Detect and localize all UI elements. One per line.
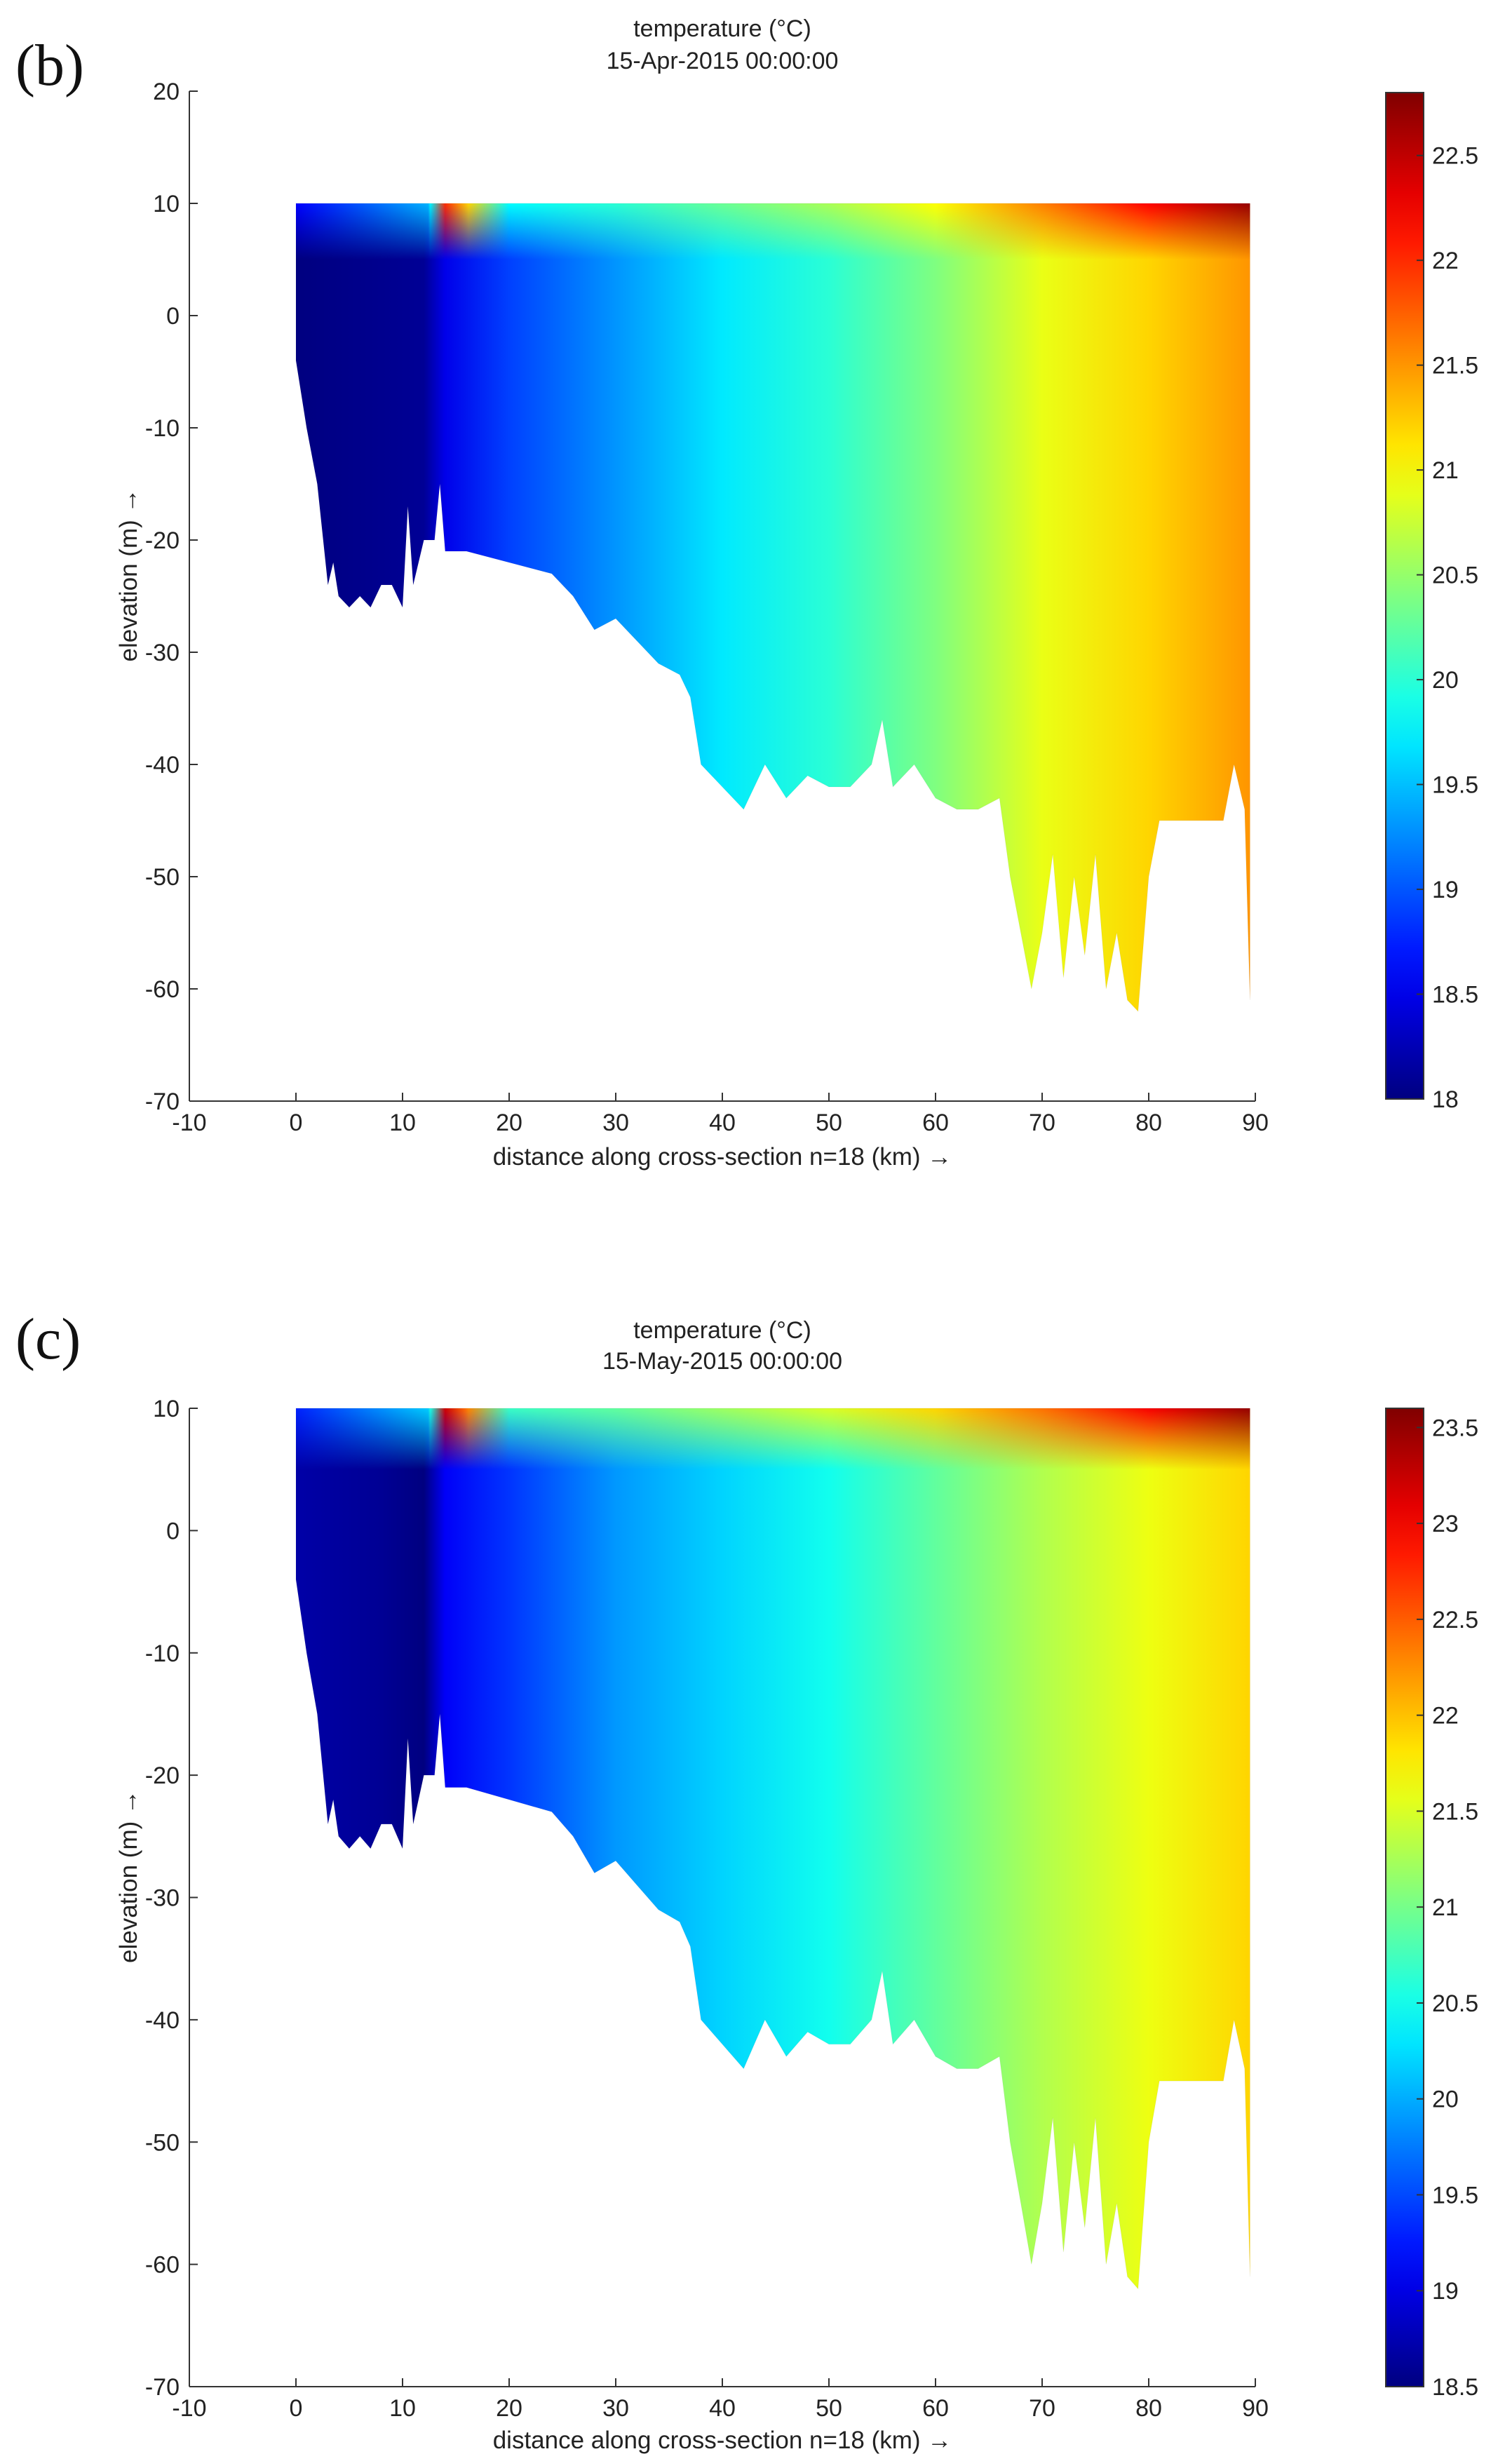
x-tick-label: 50: [816, 1110, 842, 1136]
colorbar-tick-label: 18: [1432, 1086, 1459, 1113]
chart-title: temperature (°C): [633, 15, 811, 42]
chart-svg-c: temperature (°C) 15-May-2015 00:00:00 -10 0…: [115, 1317, 1478, 2454]
y-tick-label: 10: [153, 1396, 180, 1422]
x-tick-label: -10: [172, 2395, 206, 2422]
y-tick-label: -60: [145, 976, 180, 1003]
colorbar-tick-label: 20.5: [1432, 1990, 1478, 2017]
panel-b: (b) temperature (°C) 15-Apr-2015 00:00:00…: [0, 0, 1512, 1192]
x-tick-label: 10: [389, 2395, 416, 2422]
y-axis-label: elevation (m) →: [115, 1790, 142, 1963]
colorbar-tick-label: 22.5: [1432, 143, 1478, 170]
surface-warm-layer: [296, 203, 1250, 259]
y-tick-label: -70: [145, 1088, 180, 1115]
y-axis-label: elevation (m) →: [115, 488, 142, 661]
colorbar-tick-label: 21.5: [1432, 1798, 1478, 1825]
colorbar-tick-label: 19: [1432, 877, 1459, 903]
colorbar: [1385, 1408, 1424, 2387]
y-tick-label: -20: [145, 1762, 180, 1789]
temperature-field: [296, 203, 1250, 1011]
y-tick-label: -10: [145, 415, 180, 442]
y-tick-label: -60: [145, 2252, 180, 2279]
x-tick-label: 60: [922, 1110, 949, 1136]
x-axis-label: distance along cross-section n=18 (km) →: [493, 2427, 952, 2454]
x-tick-label: 20: [496, 1110, 522, 1136]
x-tick-label: 40: [709, 1110, 736, 1136]
temperature-body: [296, 1408, 1250, 2289]
bathymetry-outline: [295, 203, 1250, 1013]
x-tick-label: 80: [1135, 2395, 1162, 2422]
panel-label: (b): [15, 33, 84, 98]
x-tick-label: 70: [1029, 1110, 1055, 1136]
x-tick-label: 90: [1242, 2395, 1269, 2422]
colorbar: [1385, 92, 1424, 1100]
x-tick-label: 10: [389, 1110, 416, 1136]
y-tick-label: -20: [145, 527, 180, 554]
colorbar-tick-label: 19: [1432, 2278, 1459, 2305]
y-tick-label: 10: [153, 191, 180, 217]
x-tick-label: 90: [1242, 1110, 1269, 1136]
colorbar-tick-label: 18.5: [1432, 2374, 1478, 2401]
colorbar-tick-label: 19.5: [1432, 2182, 1478, 2209]
panel-label: (c): [15, 1307, 81, 1372]
y-tick-label: 0: [166, 1518, 180, 1544]
x-tick-label: 40: [709, 2395, 736, 2422]
colorbar-tick-label: 20: [1432, 2086, 1459, 2113]
x-tick-label: 50: [816, 2395, 842, 2422]
chart-title: temperature (°C): [633, 1317, 811, 1344]
colorbar-tick-label: 22: [1432, 1703, 1459, 1730]
x-tick-label: 30: [602, 1110, 629, 1136]
x-tick-label: 60: [922, 2395, 949, 2422]
y-tick-label: -30: [145, 1885, 180, 1912]
y-tick-label: 20: [153, 79, 180, 105]
temperature-field: [296, 1408, 1250, 2289]
colorbar-tick-label: 22.5: [1432, 1607, 1478, 1633]
y-tick-label: -30: [145, 640, 180, 666]
y-tick-label: -70: [145, 2374, 180, 2401]
x-tick-label: 80: [1135, 1110, 1162, 1136]
x-tick-label: 0: [290, 1110, 303, 1136]
colorbar-tick-label: 20.5: [1432, 562, 1478, 589]
colorbar-tick-label: 19.5: [1432, 772, 1478, 799]
x-tick-label: 30: [602, 2395, 629, 2422]
y-tick-label: -50: [145, 864, 180, 891]
chart-subtitle: 15-Apr-2015 00:00:00: [607, 48, 839, 74]
colorbar-tick-label: 21: [1432, 457, 1459, 484]
colorbar-tick-label: 23: [1432, 1511, 1459, 1537]
colorbar-tick-label: 20: [1432, 667, 1459, 694]
x-tick-label: 0: [290, 2395, 303, 2422]
colorbar-tick-label: 23.5: [1432, 1415, 1478, 1441]
surface-warm-layer: [296, 1408, 1250, 1470]
x-tick-label: -10: [172, 1110, 206, 1136]
colorbar-tick-label: 18.5: [1432, 982, 1478, 1009]
chart-subtitle: 15-May-2015 00:00:00: [602, 1348, 842, 1375]
x-axis-label: distance along cross-section n=18 (km) →: [493, 1143, 952, 1171]
colorbar-tick-label: 21: [1432, 1894, 1459, 1921]
x-tick-label: 20: [496, 2395, 522, 2422]
y-tick-label: -40: [145, 2007, 180, 2034]
colorbar-tick-label: 21.5: [1432, 353, 1478, 379]
y-tick-label: 0: [166, 303, 180, 330]
y-tick-label: -50: [145, 2129, 180, 2156]
x-tick-label: 70: [1029, 2395, 1055, 2422]
chart-svg-b: temperature (°C) 15-Apr-2015 00:00:00 -10 0…: [115, 15, 1478, 1171]
panel-c: (c) temperature (°C) 15-May-2015 00:00:00…: [0, 1304, 1512, 2461]
y-tick-label: -40: [145, 752, 180, 778]
bathymetry-outline: [295, 1408, 1250, 2290]
y-tick-label: -10: [145, 1640, 180, 1667]
colorbar-tick-label: 22: [1432, 248, 1459, 274]
